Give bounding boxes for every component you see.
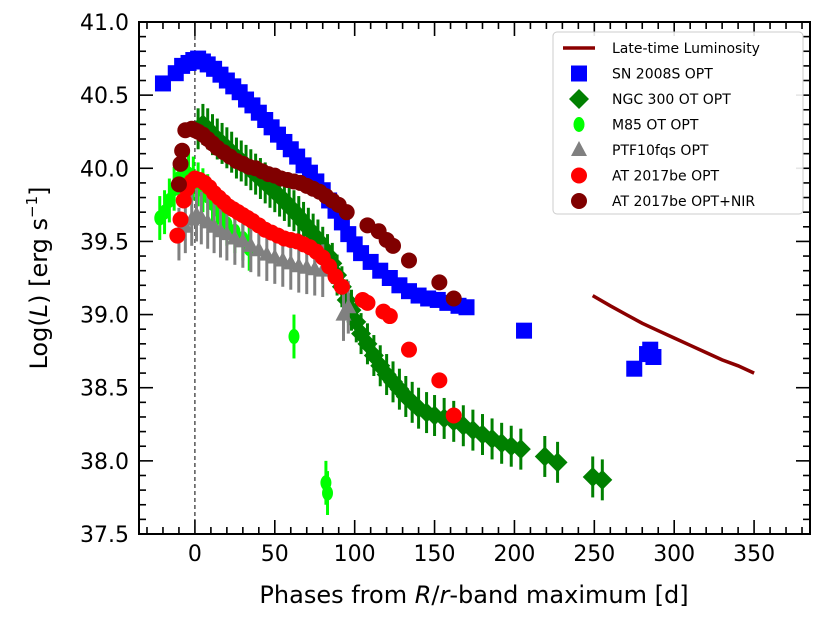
data-point [218, 225, 235, 241]
legend-label: Late-time Luminosity [612, 41, 760, 57]
legend-item-at-2017be-opt: AT 2017be OPT [571, 167, 720, 185]
data-point [242, 236, 259, 252]
y-tick-label: 41.0 [80, 11, 129, 36]
data-point [445, 407, 462, 424]
data-point [626, 360, 643, 377]
series-sn-2008s-opt [154, 50, 662, 377]
data-point [234, 232, 251, 248]
legend-label: PTF10fqs OPT [612, 143, 709, 159]
data-point [431, 274, 448, 291]
x-tick-label: 250 [573, 542, 615, 567]
y-tick-label: 38.5 [80, 377, 129, 402]
y-tick-label: 40.5 [80, 84, 129, 109]
data-point [250, 241, 267, 257]
data-point [445, 290, 462, 307]
data-point [359, 294, 376, 311]
legend-marker [571, 193, 587, 209]
y-tick-label: 38.0 [80, 450, 129, 475]
legend-item-sn-2008s-opt: SN 2008S OPT [571, 65, 713, 83]
y-tick-label: 37.5 [80, 523, 129, 548]
data-point [592, 469, 613, 490]
data-point [288, 329, 300, 345]
data-point [516, 322, 533, 339]
legend-marker [571, 141, 587, 156]
legend-marker [571, 167, 587, 184]
data-point [172, 155, 189, 172]
series-at-2017be-opt [169, 170, 462, 424]
series-line [591, 294, 755, 375]
legend: Late-time Luminosity SN 2008S OPT NGC 300 … [552, 31, 804, 215]
data-point [163, 192, 175, 208]
data-point [400, 341, 417, 358]
data-point [169, 227, 186, 244]
legend-item-at-2017be-opt-nir: AT 2017be OPT+NIR [571, 193, 755, 210]
y-tick-label: 39.5 [80, 230, 129, 255]
legend-item-m85-ot-opt: M85 OT OPT [573, 117, 699, 134]
data-point [381, 308, 398, 325]
legend-marker [569, 89, 589, 109]
y-tick-label: 39.0 [80, 304, 129, 329]
data-point [458, 299, 475, 316]
x-tick-label: 200 [493, 542, 535, 567]
legend-marker [571, 65, 587, 82]
data-point [174, 142, 191, 159]
legend-label: SN 2008S OPT [612, 67, 713, 83]
legend-item-ngc-300-ot-opt: NGC 300 OT OPT [569, 89, 731, 109]
data-point [172, 211, 189, 228]
data-point [338, 204, 355, 221]
data-point [400, 252, 417, 269]
legend-label: AT 2017be OPT [612, 169, 720, 185]
x-tick-label: 0 [188, 542, 202, 567]
legend-item-ptf10fqs-opt: PTF10fqs OPT [571, 141, 709, 159]
y-axis-label: Log(L) [erg s−1] [23, 186, 53, 369]
data-point [159, 204, 171, 220]
x-tick-label: 350 [733, 542, 775, 567]
legend-label: M85 OT OPT [612, 118, 699, 134]
data-point [322, 485, 334, 501]
data-point [645, 348, 662, 365]
data-point [333, 278, 350, 295]
data-point [340, 298, 357, 314]
y-tick-label: 40.0 [80, 157, 129, 182]
x-tick-label: 100 [334, 542, 376, 567]
data-point [547, 452, 568, 473]
legend-label: NGC 300 OT OPT [612, 92, 731, 108]
data-point [510, 439, 531, 460]
legend-item-late-time-luminosity: Late-time Luminosity [563, 41, 760, 57]
data-point [385, 237, 402, 254]
x-axis-label: Phases from R/r-band maximum [d] [259, 581, 688, 609]
series-late-time-luminosity [591, 294, 755, 375]
legend-box [552, 31, 804, 215]
x-tick-label: 150 [414, 542, 456, 567]
x-tick-label: 300 [653, 542, 695, 567]
legend-marker [573, 117, 585, 132]
series-at-2017be-opt-nir [170, 120, 462, 307]
data-point [154, 75, 171, 92]
x-tick-label: 50 [261, 542, 289, 567]
plot-frame [138, 21, 811, 535]
data-point [170, 176, 187, 193]
data-point [431, 372, 448, 389]
legend-label: AT 2017be OPT+NIR [612, 194, 755, 210]
